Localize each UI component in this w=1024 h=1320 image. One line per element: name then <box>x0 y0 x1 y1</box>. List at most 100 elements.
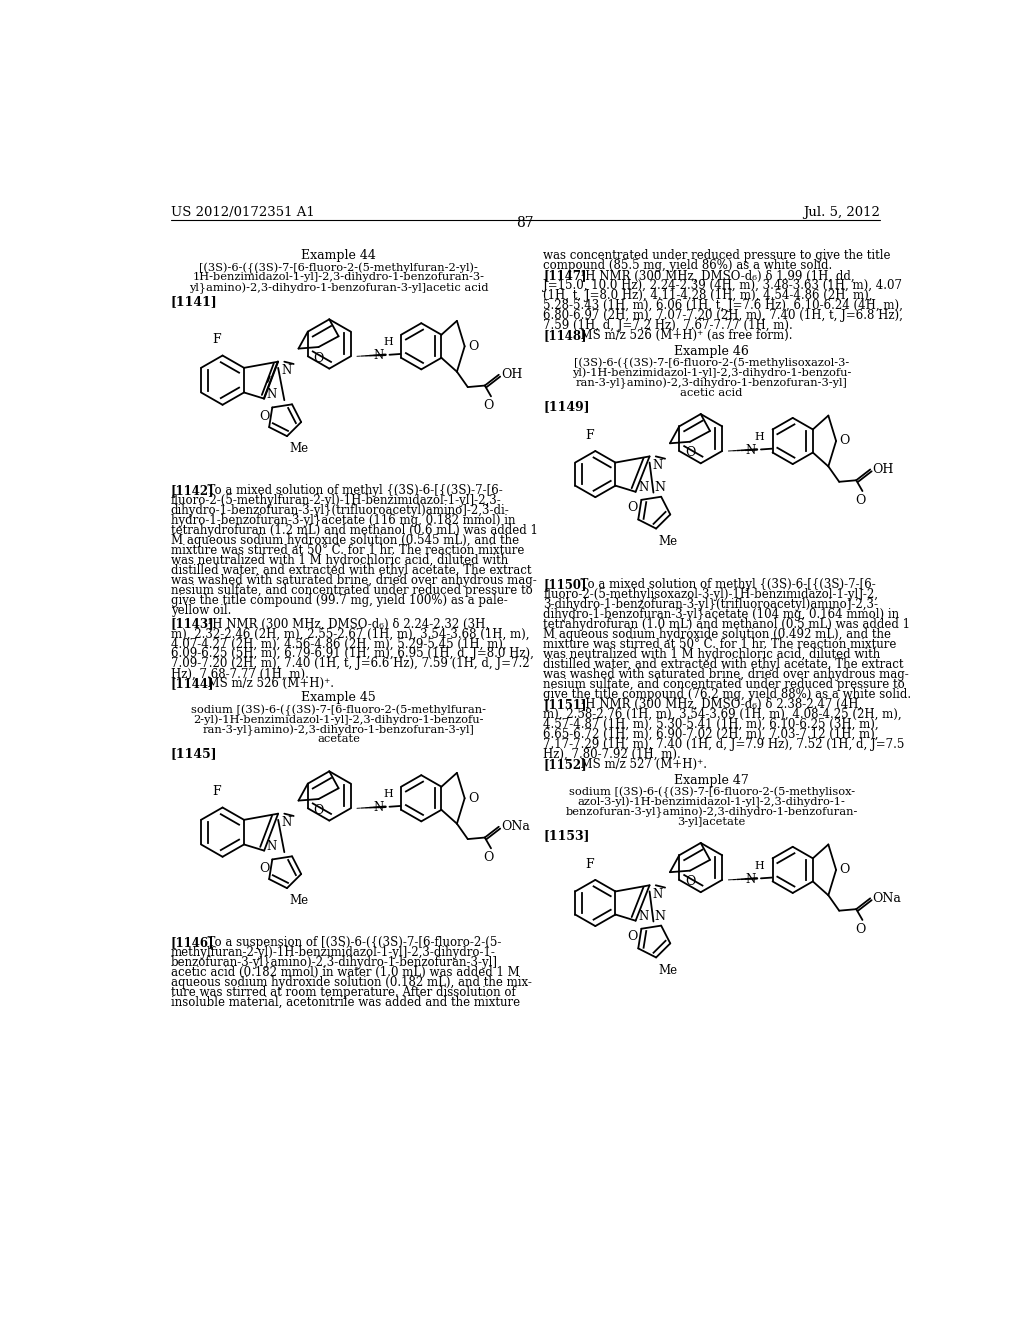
Text: [1143]: [1143] <box>171 618 214 631</box>
Text: m), 2.32-2.46 (2H, m), 2.55-2.67 (1H, m), 3.54-3.68 (1H, m),: m), 2.32-2.46 (2H, m), 2.55-2.67 (1H, m)… <box>171 627 529 640</box>
Text: ture was stirred at room temperature. After dissolution of: ture was stirred at room temperature. Af… <box>171 986 515 999</box>
Text: N: N <box>745 444 756 457</box>
Text: [1142]: [1142] <box>171 484 214 498</box>
Text: O: O <box>313 804 324 817</box>
Text: [(3S)-6-({(3S)-7-[6-fluoro-2-(5-methylfuran-2-yl)-: [(3S)-6-({(3S)-7-[6-fluoro-2-(5-methylfu… <box>199 263 478 273</box>
Text: O: O <box>483 851 494 865</box>
Text: benzofuran-3-yl}amino)-2,3-dihydro-1-benzofuran-: benzofuran-3-yl}amino)-2,3-dihydro-1-ben… <box>565 807 858 818</box>
Text: fluoro-2-(5-methylisoxazol-3-yl)-1H-benzimidazol-1-yl]-2,: fluoro-2-(5-methylisoxazol-3-yl)-1H-benz… <box>544 589 879 601</box>
Text: To a mixed solution of methyl {(3S)-6-[{(3S)-7-[6-: To a mixed solution of methyl {(3S)-6-[{… <box>200 484 503 498</box>
Text: [1149]: [1149] <box>544 400 590 413</box>
Text: O: O <box>627 502 638 515</box>
Text: O: O <box>685 875 695 888</box>
Text: OH: OH <box>872 463 894 477</box>
Text: To a mixed solution of methyl {(3S)-6-[{(3S)-7-[6-: To a mixed solution of methyl {(3S)-6-[{… <box>572 578 876 591</box>
Text: compound (85.5 mg, yield 86%) as a white solid.: compound (85.5 mg, yield 86%) as a white… <box>544 259 833 272</box>
Text: H: H <box>383 789 393 799</box>
Text: tetrahydrofuran (1.2 mL) and methanol (0.6 mL) was added 1: tetrahydrofuran (1.2 mL) and methanol (0… <box>171 524 538 537</box>
Text: 6.65-6.72 (1H, m), 6.90-7.02 (2H, m), 7.03-7.12 (1H, m),: 6.65-6.72 (1H, m), 6.90-7.02 (2H, m), 7.… <box>544 729 879 742</box>
Text: O: O <box>685 446 695 459</box>
Text: MS m/z 527 (M+H)⁺.: MS m/z 527 (M+H)⁺. <box>572 758 707 771</box>
Text: yl)-1H-benzimidazol-1-yl]-2,3-dihydro-1-benzofu-: yl)-1H-benzimidazol-1-yl]-2,3-dihydro-1-… <box>571 368 851 379</box>
Text: dihydro-1-benzofuran-3-yl}(trifluoroacetyl)amino]-2,3-di-: dihydro-1-benzofuran-3-yl}(trifluoroacet… <box>171 504 509 517</box>
Text: 7.09-7.20 (2H, m), 7.40 (1H, t, J=6.6 Hz), 7.59 (1H, d, J=7.2: 7.09-7.20 (2H, m), 7.40 (1H, t, J=6.6 Hz… <box>171 657 529 671</box>
Text: azol-3-yl)-1H-benzimidazol-1-yl]-2,3-dihydro-1-: azol-3-yl)-1H-benzimidazol-1-yl]-2,3-dih… <box>578 797 846 808</box>
Text: N: N <box>282 816 292 829</box>
Text: was washed with saturated brine, dried over anhydrous mag-: was washed with saturated brine, dried o… <box>171 574 537 587</box>
Text: dihydro-1-benzofuran-3-yl}acetate (104 mg, 0.164 mmol) in: dihydro-1-benzofuran-3-yl}acetate (104 m… <box>544 609 899 622</box>
Text: O: O <box>840 863 850 876</box>
Text: [1141]: [1141] <box>171 294 217 308</box>
Text: Example 46: Example 46 <box>674 345 749 358</box>
Text: N: N <box>638 482 648 495</box>
Text: F: F <box>212 333 221 346</box>
Text: [1145]: [1145] <box>171 747 217 760</box>
Text: 6.80-6.97 (2H, m), 7.07-7.20 (2H, m), 7.40 (1H, t, J=6.8 Hz),: 6.80-6.97 (2H, m), 7.07-7.20 (2H, m), 7.… <box>544 309 903 322</box>
Text: ¹H NMR (300 MHz, DMSO-d₆) δ 2.38-2.47 (4H,: ¹H NMR (300 MHz, DMSO-d₆) δ 2.38-2.47 (4… <box>572 698 862 711</box>
Text: O: O <box>855 494 865 507</box>
Text: distilled water, and extracted with ethyl acetate. The extract: distilled water, and extracted with ethy… <box>544 659 904 671</box>
Text: O: O <box>313 351 324 364</box>
Text: (1H, t, J=8.0 Hz), 4.11-4.28 (1H, m), 4.54-4.86 (2H, m),: (1H, t, J=8.0 Hz), 4.11-4.28 (1H, m), 4.… <box>544 289 872 302</box>
Text: tetrahydrofuran (1.0 mL) and methanol (0.5 mL) was added 1: tetrahydrofuran (1.0 mL) and methanol (0… <box>544 618 910 631</box>
Text: N: N <box>654 909 666 923</box>
Text: F: F <box>585 429 594 442</box>
Text: [1151]: [1151] <box>544 698 587 711</box>
Text: N: N <box>266 388 276 401</box>
Text: fluoro-2-(5-methylfuran-2-yl)-1H-benzimidazol-1-yl]-2,3-: fluoro-2-(5-methylfuran-2-yl)-1H-benzimi… <box>171 494 502 507</box>
Text: O: O <box>840 434 850 447</box>
Text: Me: Me <box>658 964 678 977</box>
Text: MS m/z 526 (M+H)⁺ (as free form).: MS m/z 526 (M+H)⁺ (as free form). <box>572 330 793 342</box>
Text: H: H <box>755 432 764 442</box>
Text: O: O <box>468 792 478 805</box>
Text: N: N <box>374 801 384 814</box>
Text: methylfuran-2-yl)-1H-benzimidazol-1-yl]-2,3-dihydro-1-: methylfuran-2-yl)-1H-benzimidazol-1-yl]-… <box>171 946 496 960</box>
Text: mixture was stirred at 50° C. for 1 hr. The reaction mixture: mixture was stirred at 50° C. for 1 hr. … <box>544 638 897 651</box>
Text: F: F <box>212 785 221 799</box>
Text: O: O <box>627 931 638 944</box>
Text: H: H <box>755 861 764 871</box>
Text: ¹H NMR (300 MHz, DMSO-d₆) δ 1.99 (1H, dd,: ¹H NMR (300 MHz, DMSO-d₆) δ 1.99 (1H, dd… <box>572 269 854 282</box>
Text: ONa: ONa <box>872 892 901 906</box>
Text: N: N <box>652 459 663 471</box>
Text: O: O <box>483 400 494 412</box>
Text: ran-3-yl}amino)-2,3-dihydro-1-benzofuran-3-yl]: ran-3-yl}amino)-2,3-dihydro-1-benzofuran… <box>575 378 848 389</box>
Text: Example 44: Example 44 <box>301 249 376 263</box>
Text: acetate: acetate <box>317 734 359 744</box>
Text: 4.07-4.27 (2H, m), 4.56-4.86 (2H, m), 5.29-5.45 (1H, m),: 4.07-4.27 (2H, m), 4.56-4.86 (2H, m), 5.… <box>171 638 506 651</box>
Text: 3-yl]acetate: 3-yl]acetate <box>678 817 745 826</box>
Text: nesium sulfate, and concentrated under reduced pressure to: nesium sulfate, and concentrated under r… <box>544 678 905 692</box>
Text: N: N <box>374 348 384 362</box>
Text: 7.17-7.29 (1H, m), 7.40 (1H, d, J=7.9 Hz), 7.52 (1H, d, J=7.5: 7.17-7.29 (1H, m), 7.40 (1H, d, J=7.9 Hz… <box>544 738 905 751</box>
Text: 1H-benzimidazol-1-yl]-2,3-dihydro-1-benzofuran-3-: 1H-benzimidazol-1-yl]-2,3-dihydro-1-benz… <box>193 272 484 282</box>
Text: ran-3-yl}amino)-2,3-dihydro-1-benzofuran-3-yl]: ran-3-yl}amino)-2,3-dihydro-1-benzofuran… <box>203 725 474 735</box>
Text: N: N <box>652 887 663 900</box>
Text: 3-dihydro-1-benzofuran-3-yl}(trifluoroacetyl)amino]-2,3-: 3-dihydro-1-benzofuran-3-yl}(trifluoroac… <box>544 598 879 611</box>
Text: 7.59 (1H, d, J=7.2 Hz), 7.67-7.77 (1H, m).: 7.59 (1H, d, J=7.2 Hz), 7.67-7.77 (1H, m… <box>544 319 794 333</box>
Text: give the title compound (76.2 mg, yield 88%) as a white solid.: give the title compound (76.2 mg, yield … <box>544 688 911 701</box>
Text: Jul. 5, 2012: Jul. 5, 2012 <box>803 206 880 219</box>
Text: MS m/z 526 (M+H)⁺.: MS m/z 526 (M+H)⁺. <box>200 677 334 690</box>
Text: N: N <box>654 480 666 494</box>
Text: ¹H NMR (300 MHz, DMSO-d₆) δ 2.24-2.32 (3H,: ¹H NMR (300 MHz, DMSO-d₆) δ 2.24-2.32 (3… <box>200 618 489 631</box>
Text: acetic acid: acetic acid <box>680 388 742 397</box>
Text: [1146]: [1146] <box>171 936 214 949</box>
Text: m), 2.58-2.76 (1H, m), 3.54-3.69 (1H, m), 4.08-4.25 (2H, m),: m), 2.58-2.76 (1H, m), 3.54-3.69 (1H, m)… <box>544 708 902 721</box>
Text: Me: Me <box>658 535 678 548</box>
Text: US 2012/0172351 A1: US 2012/0172351 A1 <box>171 206 314 219</box>
Text: was neutralized with 1 M hydrochloric acid, diluted with: was neutralized with 1 M hydrochloric ac… <box>544 648 881 661</box>
Text: hydro-1-benzofuran-3-yl}acetate (116 mg, 0.182 mmol) in: hydro-1-benzofuran-3-yl}acetate (116 mg,… <box>171 515 515 527</box>
Text: [1148]: [1148] <box>544 330 587 342</box>
Text: yl}amino)-2,3-dihydro-1-benzofuran-3-yl]acetic acid: yl}amino)-2,3-dihydro-1-benzofuran-3-yl]… <box>188 282 488 294</box>
Text: 4.57-4.87 (1H, m), 5.30-5.41 (1H, m), 6.10-6.25 (3H, m),: 4.57-4.87 (1H, m), 5.30-5.41 (1H, m), 6.… <box>544 718 879 731</box>
Text: To a suspension of [(3S)-6-({(3S)-7-[6-fluoro-2-(5-: To a suspension of [(3S)-6-({(3S)-7-[6-f… <box>200 936 502 949</box>
Text: Me: Me <box>290 895 308 907</box>
Text: M aqueous sodium hydroxide solution (0.545 mL), and the: M aqueous sodium hydroxide solution (0.5… <box>171 535 519 548</box>
Text: sodium [(3S)-6-({(3S)-7-[6-fluoro-2-(5-methylisox-: sodium [(3S)-6-({(3S)-7-[6-fluoro-2-(5-m… <box>568 787 855 799</box>
Text: sodium [(3S)-6-({(3S)-7-[6-fluoro-2-(5-methylfuran-: sodium [(3S)-6-({(3S)-7-[6-fluoro-2-(5-m… <box>190 705 486 715</box>
Text: Hz), 7.68-7.77 (1H, m).: Hz), 7.68-7.77 (1H, m). <box>171 668 308 680</box>
Text: N: N <box>266 841 276 853</box>
Text: O: O <box>468 339 478 352</box>
Text: mixture was stirred at 50° C. for 1 hr. The reaction mixture: mixture was stirred at 50° C. for 1 hr. … <box>171 544 524 557</box>
Text: F: F <box>585 858 594 871</box>
